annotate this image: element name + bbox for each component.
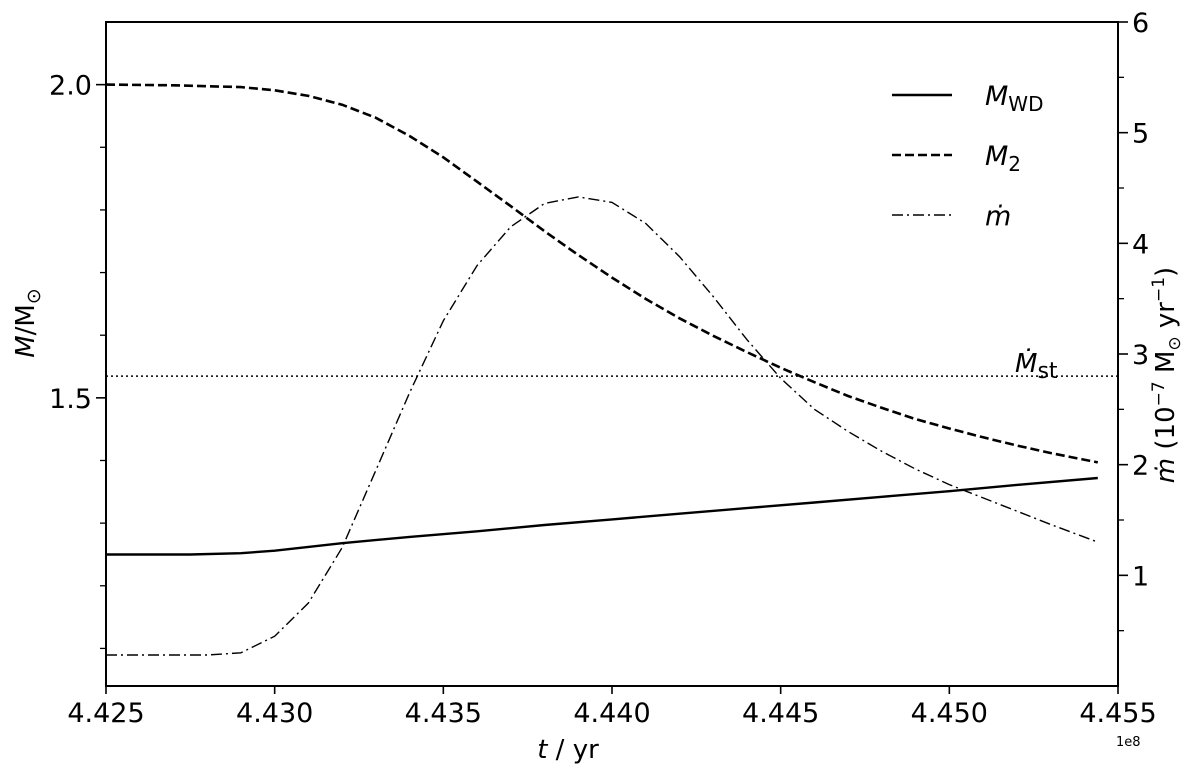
x-tick-label: 4.430 <box>236 698 313 729</box>
reference-line-label: Ṁst <box>1015 347 1058 384</box>
y-right-label-var: ṁ <box>1151 458 1181 483</box>
series-line-0 <box>106 476 1098 556</box>
y-right-label-close: ) <box>1151 267 1181 277</box>
legend-label-var: M <box>985 81 1008 112</box>
y-left-tick-label: 1.5 <box>49 384 92 415</box>
y-right-label-exp2: −1 <box>1149 277 1169 302</box>
y-right-tick-label: 3 <box>1132 340 1149 371</box>
y-right-tick-label: 4 <box>1132 229 1149 260</box>
y-left-axis: 1.5 2.0 <box>49 71 106 650</box>
y-left-axis-label: M/M⊙ <box>11 288 45 358</box>
x-tick-label: 4.440 <box>573 698 650 729</box>
legend-label-1: M2 <box>985 141 1021 176</box>
y-right-label-sub: ⊙ <box>1165 336 1185 350</box>
x-tick-label: 4.425 <box>67 698 144 729</box>
legend-label-2: ṁ <box>985 201 1011 232</box>
legend-label-sub: WD <box>1008 92 1043 116</box>
reference-line-label-sub: st <box>1037 359 1057 384</box>
x-axis-label: t / yr <box>537 735 599 765</box>
y-right-tick-label: 1 <box>1132 561 1149 592</box>
y-right-tick-label: 5 <box>1132 119 1149 150</box>
legend-label-sub: 2 <box>1008 152 1021 176</box>
x-tick-label: 4.450 <box>911 698 988 729</box>
y-right-axis: 1 2 3 4 5 6 <box>1118 8 1149 632</box>
y-left-label-var: M <box>11 335 41 357</box>
x-tick-label: 4.455 <box>1079 698 1156 729</box>
y-right-label-unit3: yr <box>1151 302 1181 337</box>
x-tick-label: 4.435 <box>405 698 482 729</box>
reference-line-label-var: Ṁ <box>1015 347 1037 379</box>
y-right-label-unit2: M <box>1151 351 1181 382</box>
y-left-label-sub: ⊙ <box>23 288 45 304</box>
y-right-axis-label: ṁ (10−7 M⊙ yr−1) <box>1149 267 1185 483</box>
legend-label-var: M <box>985 141 1008 172</box>
y-right-label-exp: −7 <box>1149 381 1169 406</box>
series-line-1 <box>105 83 1099 464</box>
y-left-label-unit: /M <box>11 304 41 335</box>
x-axis-offset-text: 1e8 <box>1116 735 1141 750</box>
y-right-tick-label: 2 <box>1132 451 1149 482</box>
x-axis-label-unit: / yr <box>547 735 599 765</box>
y-right-tick-label: 6 <box>1132 8 1149 39</box>
legend-label-0: MWD <box>985 81 1043 116</box>
x-axis-label-var: t <box>537 735 548 765</box>
series-line-2 <box>106 196 1099 656</box>
y-right-label-unit: (10 <box>1151 406 1181 458</box>
x-tick-label: 4.445 <box>742 698 819 729</box>
y-left-tick-label: 2.0 <box>49 71 92 102</box>
x-axis: 4.425 4.430 4.435 4.440 4.445 4.450 4.455 <box>67 686 1157 729</box>
plot-frame <box>105 21 1119 687</box>
plot-area <box>105 21 1119 687</box>
legend-label-var: ṁ <box>985 201 1011 232</box>
